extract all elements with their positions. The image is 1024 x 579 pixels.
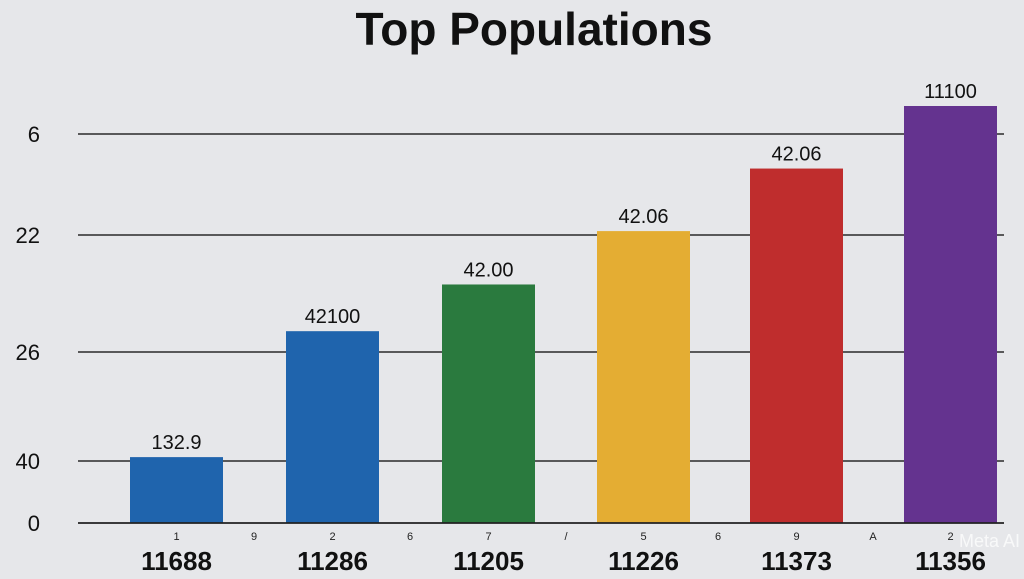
x-tick-mark: 7 <box>485 531 491 543</box>
bar <box>130 457 223 523</box>
y-tick-label: 22 <box>16 223 40 248</box>
bar <box>442 284 535 523</box>
data-label: 42.06 <box>771 144 821 166</box>
y-tick-label: 40 <box>16 449 40 474</box>
x-tick-label: 11688 <box>141 546 212 576</box>
x-between-mark: 6 <box>715 531 721 543</box>
x-tick-mark: 2 <box>329 531 335 543</box>
bar <box>286 331 379 523</box>
x-between-mark: / <box>564 531 568 543</box>
x-tick-label: 11205 <box>453 546 524 576</box>
x-tick-label: 11286 <box>297 546 368 576</box>
chart-title: Top Populations <box>356 3 713 55</box>
axes: 0 40 26 22 6 1 11688 2 11286 7 11205 5 11226 9 11373 2 1… <box>16 122 1004 576</box>
x-tick-label: 11373 <box>761 546 832 576</box>
y-tick-label: 6 <box>28 122 40 147</box>
x-tick-mark: 9 <box>793 531 799 543</box>
data-label: 42100 <box>305 306 361 328</box>
x-tick-label: 11226 <box>608 546 679 576</box>
data-label: 42.06 <box>618 206 668 228</box>
x-tick-mark: 1 <box>173 531 179 543</box>
data-label: 132.9 <box>151 432 201 454</box>
x-tick-label: 11356 <box>915 546 986 576</box>
x-between-mark: 6 <box>407 531 413 543</box>
data-labels: 132.9 42100 42.00 42.06 42.06 11100 <box>151 81 976 454</box>
x-tick-mark: 2 <box>947 531 953 543</box>
x-tick-mark: 5 <box>640 531 646 543</box>
data-label: 42.00 <box>463 259 513 281</box>
y-tick-label: 26 <box>16 340 40 365</box>
data-label: 11100 <box>924 81 977 103</box>
gridlines <box>78 133 1004 462</box>
x-between-mark: 9 <box>251 531 257 543</box>
watermark-text: Meta AI <box>959 531 1020 551</box>
y-tick-label: 0 <box>28 511 40 536</box>
bar <box>750 168 843 524</box>
bar <box>597 231 690 523</box>
x-between-mark: A <box>869 531 877 543</box>
bar <box>904 106 997 523</box>
bars <box>130 106 997 524</box>
